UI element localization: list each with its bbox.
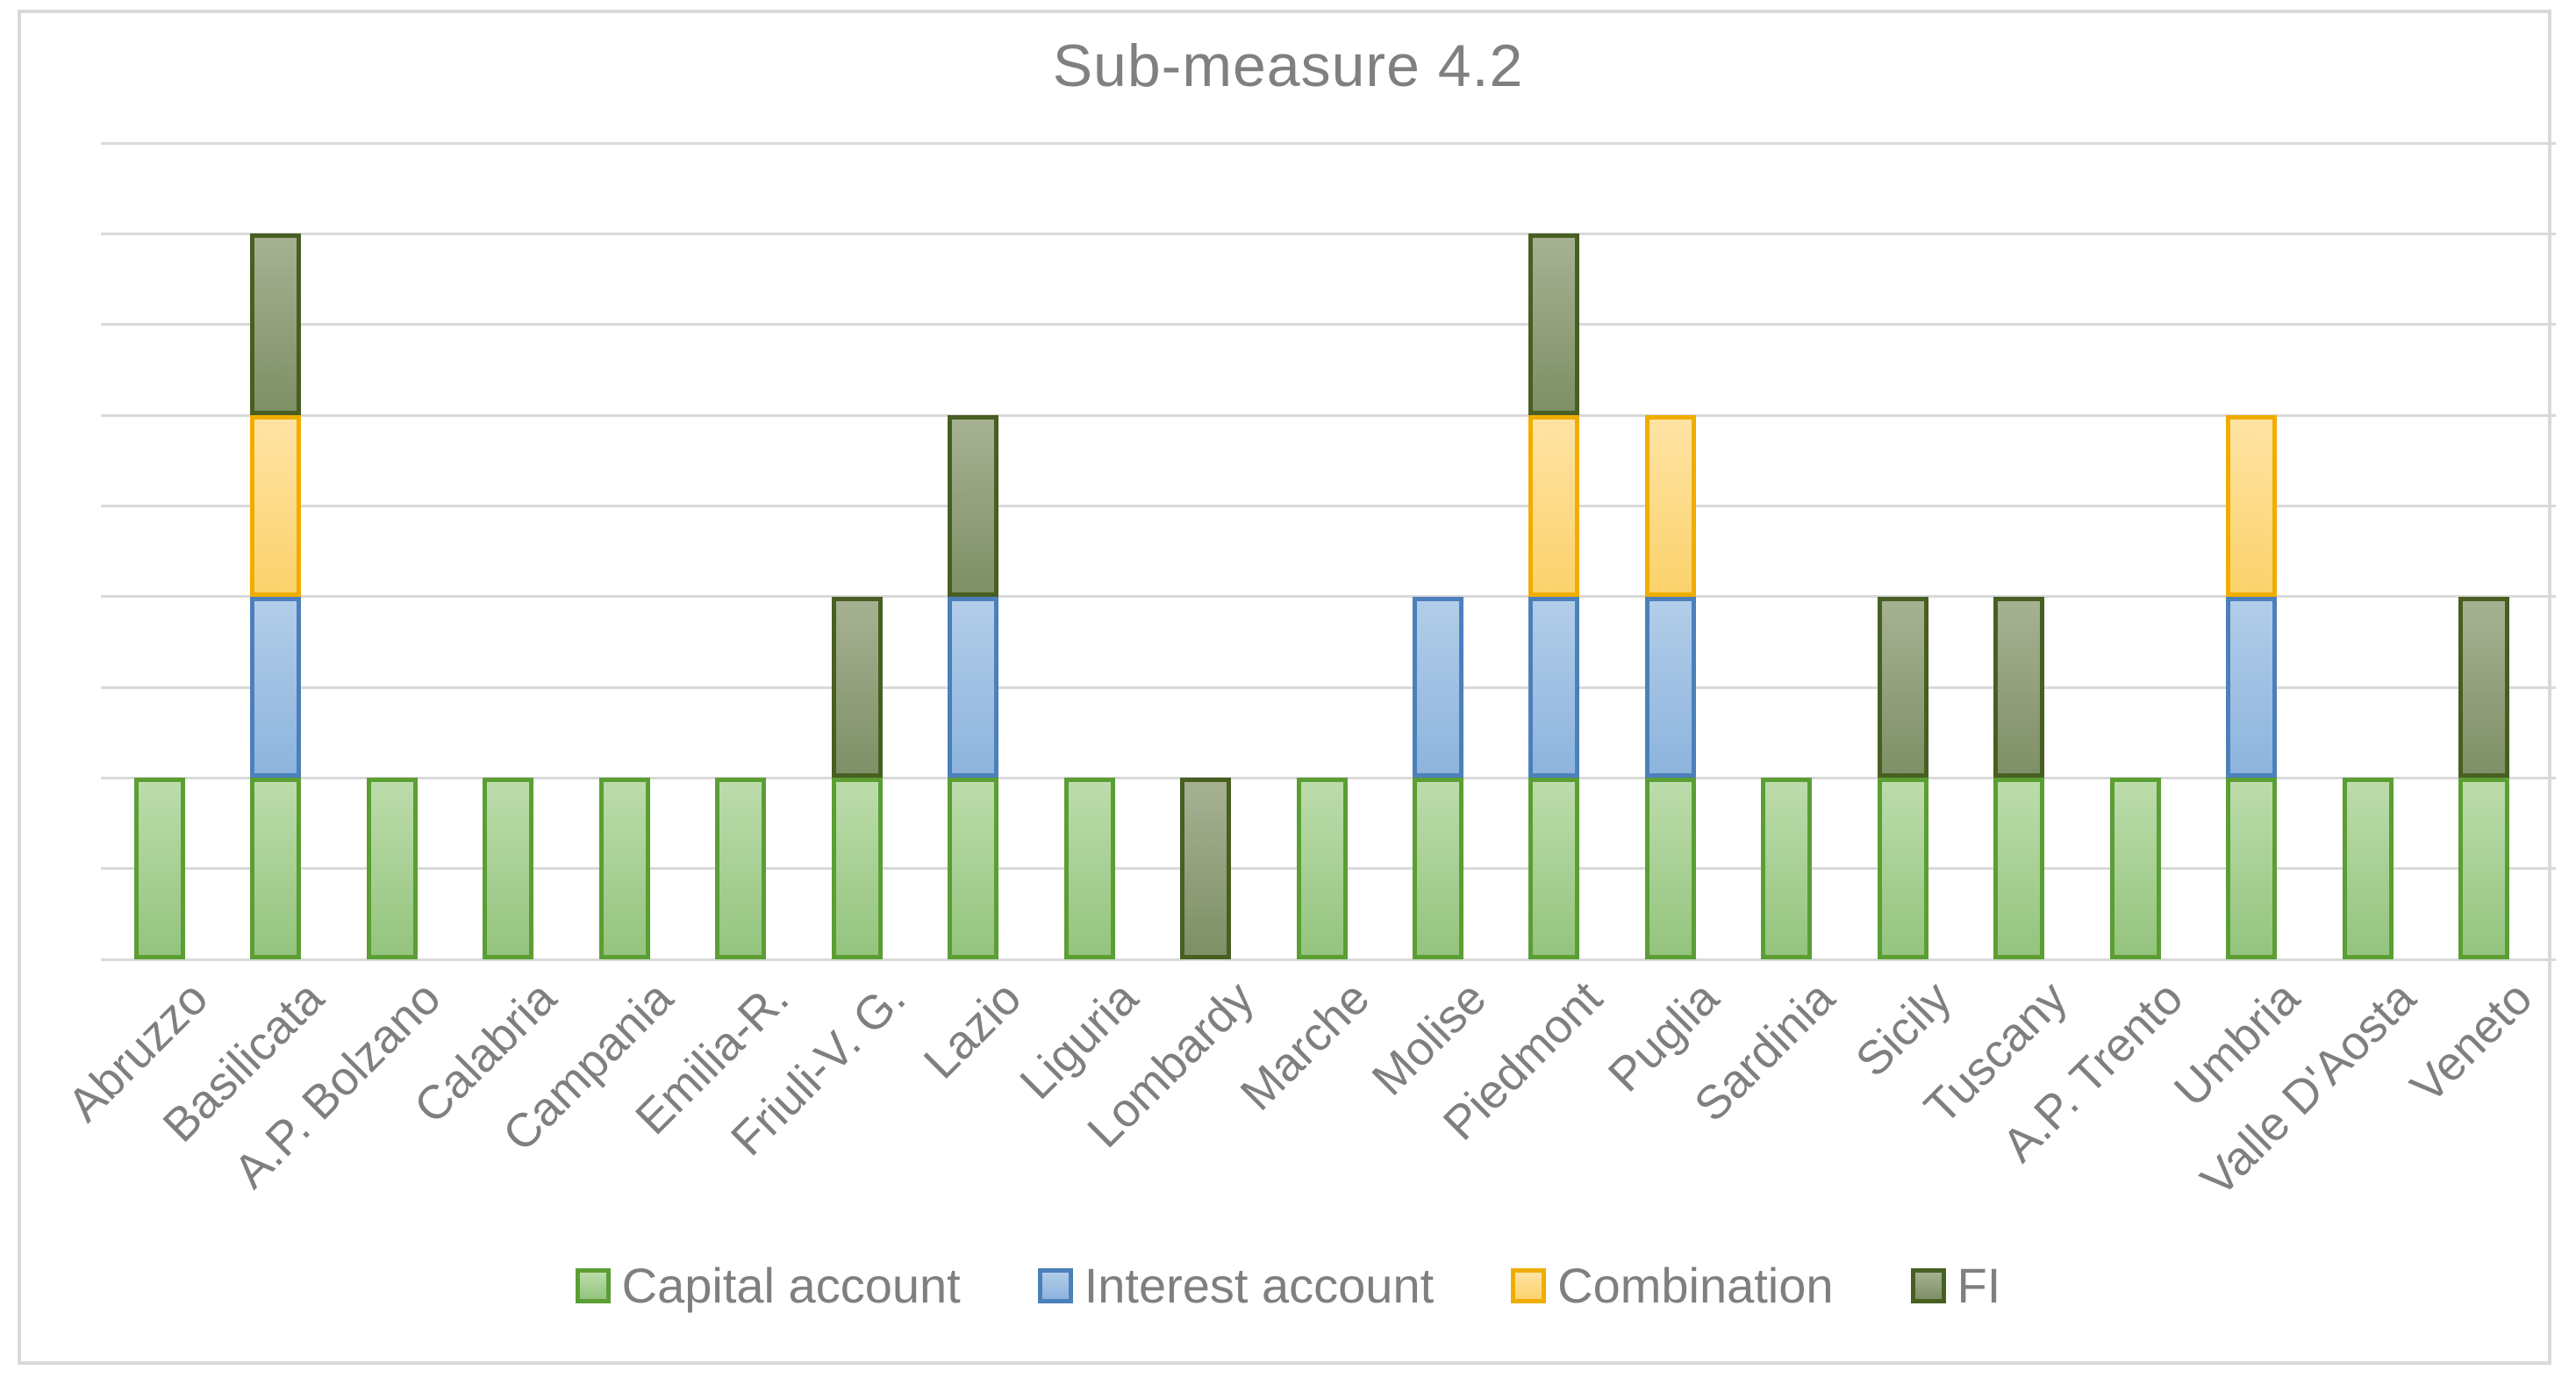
legend-swatch — [1511, 1268, 1547, 1303]
bar-segment-interest-account — [250, 596, 302, 779]
legend-item: Combination — [1511, 1258, 1834, 1313]
legend-label: Combination — [1557, 1258, 1834, 1313]
bar-segment-fi — [831, 596, 883, 779]
x-axis-label: Veneto — [2400, 971, 2543, 1114]
legend-item: Capital account — [575, 1258, 961, 1313]
gridline — [101, 232, 2556, 235]
bar-segment-capital-account — [366, 778, 418, 959]
bar-segment-fi — [1877, 596, 1928, 779]
bar-segment-capital-account — [598, 778, 650, 959]
bar-segment-fi — [2458, 596, 2509, 779]
bar-segment-capital-account — [2342, 778, 2394, 959]
bar-segment-capital-account — [250, 778, 302, 959]
bar-segment-capital-account — [1993, 778, 2045, 959]
bar-segment-capital-account — [1644, 778, 1696, 959]
x-axis-label: Marche — [1231, 971, 1380, 1121]
bar-segment-capital-account — [2109, 778, 2161, 959]
bar-segment-capital-account — [1761, 778, 1813, 959]
bar-segment-capital-account — [483, 778, 534, 959]
bar-segment-capital-account — [1877, 778, 1928, 959]
bar-segment-combination — [1528, 415, 1580, 597]
bar-segment-capital-account — [1296, 778, 1348, 959]
gridline — [101, 685, 2556, 689]
bar-segment-interest-account — [948, 596, 999, 779]
bar-segment-combination — [1644, 415, 1696, 597]
legend-label: FI — [1957, 1258, 2001, 1313]
bar-segment-fi — [1993, 596, 2045, 779]
bar-segment-capital-account — [1412, 778, 1463, 959]
bar-segment-fi — [1528, 233, 1580, 415]
legend-item: Interest account — [1037, 1258, 1435, 1313]
legend-swatch — [575, 1268, 611, 1303]
gridline — [101, 504, 2556, 507]
bar-segment-combination — [2226, 415, 2278, 597]
legend-swatch — [1037, 1268, 1073, 1303]
legend-label: Capital account — [621, 1258, 961, 1313]
gridline — [101, 141, 2556, 145]
bar-segment-interest-account — [1528, 596, 1580, 779]
gridline — [101, 595, 2556, 599]
bar-segment-capital-account — [2458, 778, 2509, 959]
gridline — [101, 413, 2556, 417]
bar-segment-combination — [250, 415, 302, 597]
bar-segment-fi — [1180, 778, 1232, 959]
chart-title: Sub-measure 4.2 — [1052, 32, 1524, 99]
bar-segment-interest-account — [1644, 596, 1696, 779]
bar-segment-fi — [250, 233, 302, 415]
bar-segment-capital-account — [715, 778, 767, 959]
bar-segment-capital-account — [1528, 778, 1580, 959]
bar-segment-fi — [948, 415, 999, 597]
bar-segment-capital-account — [2226, 778, 2278, 959]
bar-segment-capital-account — [831, 778, 883, 959]
plot-area — [101, 141, 2556, 961]
legend-label: Interest account — [1084, 1258, 1435, 1313]
gridline — [101, 958, 2556, 961]
legend-item: FI — [1910, 1258, 2001, 1313]
bar-segment-capital-account — [1063, 778, 1115, 959]
gridline — [101, 323, 2556, 327]
bar-segment-interest-account — [1412, 596, 1463, 779]
bar-segment-capital-account — [134, 778, 185, 959]
bar-segment-capital-account — [948, 778, 999, 959]
legend: Capital account Interest account Combinati… — [0, 1261, 2576, 1310]
legend-swatch — [1910, 1268, 1946, 1303]
bar-segment-interest-account — [2226, 596, 2278, 779]
